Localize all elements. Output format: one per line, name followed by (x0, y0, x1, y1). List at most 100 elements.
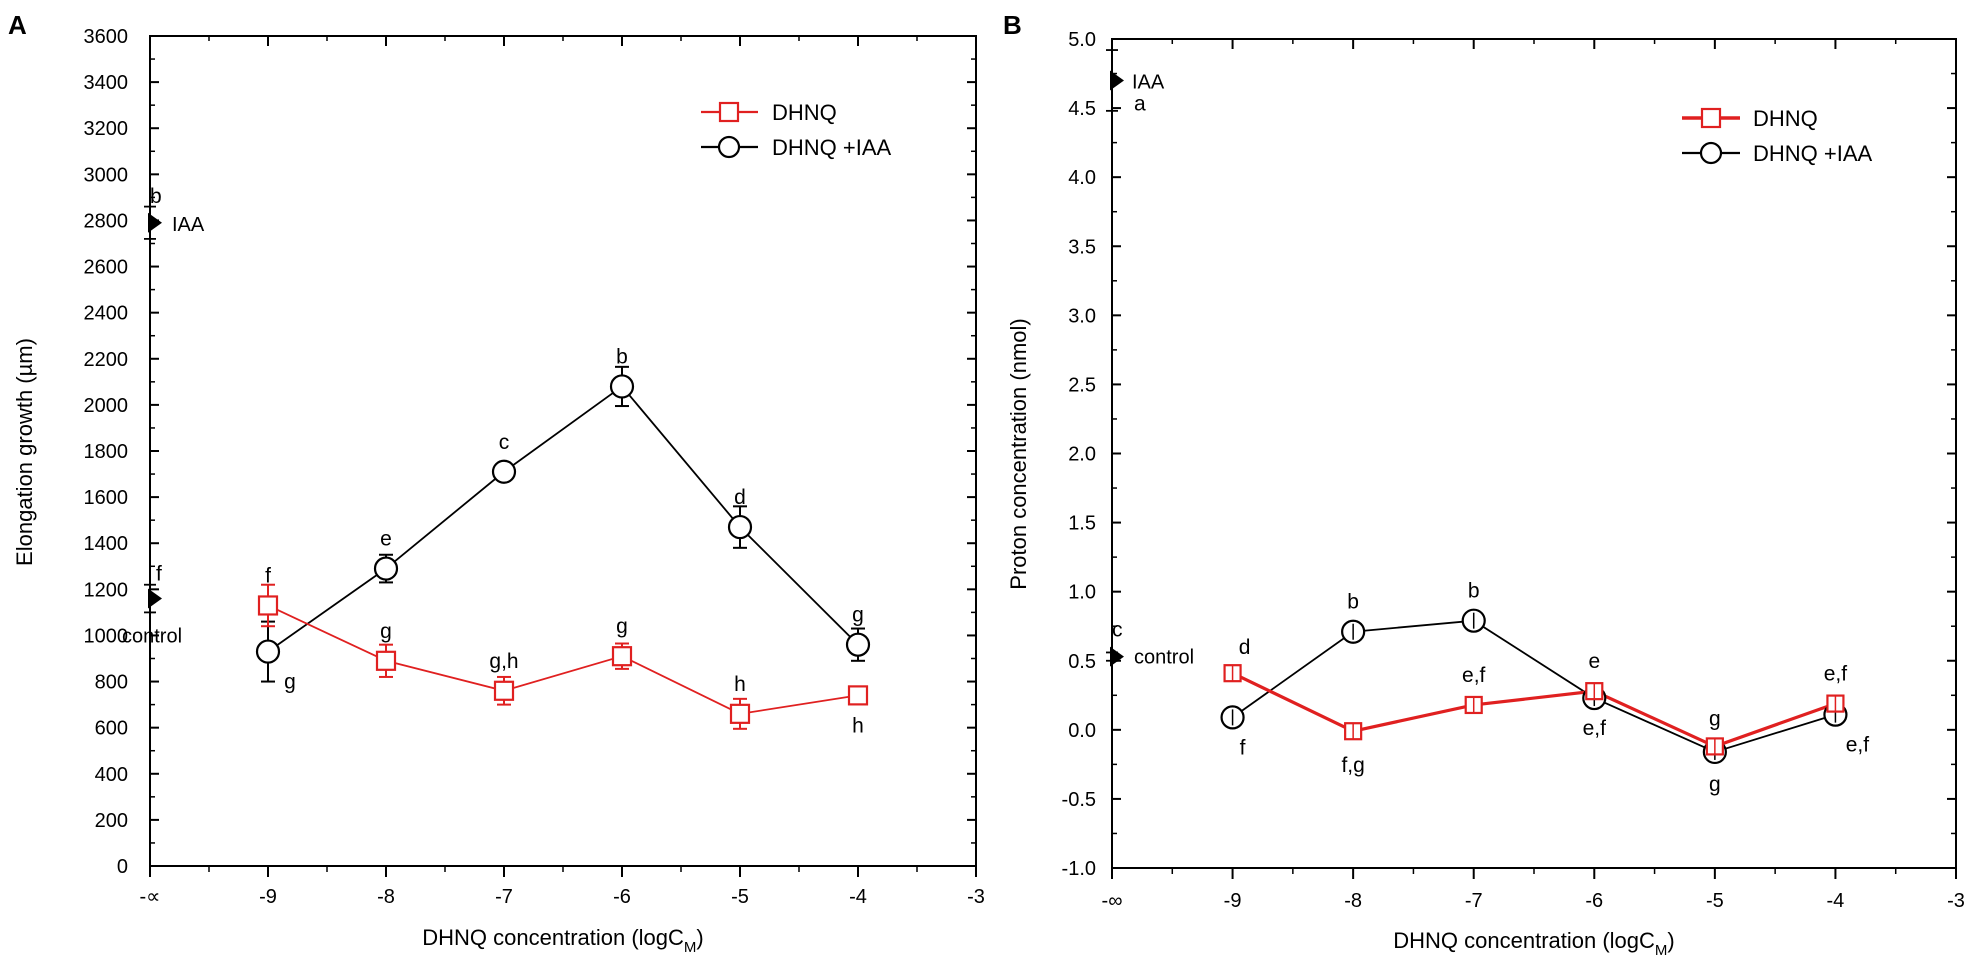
x-tick-label: -9 (1224, 890, 1242, 912)
y-tick-label: 2000 (84, 395, 129, 417)
y-tick-label: 1600 (84, 487, 129, 509)
y-tick-label: 1800 (84, 441, 129, 463)
panel-a-legend: DHNQ DHNQ +IAA (701, 100, 892, 160)
panel-b-letter: B (1003, 10, 1022, 40)
reference-marker-iaa (148, 212, 162, 233)
panel-a-y-axis: 0 200 400 600 800 1000 1200 1400 1600 1800 2000 220… (84, 26, 976, 878)
data-point-square (847, 685, 869, 706)
significance-label: d (1239, 636, 1251, 659)
panel-b: B -1.0 -0.5 0.0 0.5 1.0 1.5 2.0 2.5 3.0 3.5 4.0 4.5… (1003, 10, 1965, 959)
data-point-square (375, 650, 397, 671)
x-tick-label: -8 (377, 886, 395, 908)
panel-b-x-axis: -∞ -9 -8 -7 -6 -5 -4 -3 (1102, 39, 1965, 912)
significance-label: e (1588, 650, 1600, 673)
panel-a-x-axis: -∝ -9 -8 -7 -6 -5 -4 -3 (140, 36, 985, 908)
panel-b-legend: DHNQ DHNQ +IAA (1682, 106, 1873, 166)
reference-letter: b (150, 185, 162, 208)
y-tick-label: 3400 (84, 72, 129, 94)
data-point-circle (373, 556, 399, 581)
significance-label: g,h (489, 650, 518, 673)
y-tick-label: 1200 (84, 579, 129, 601)
panel-a-series: g e c b d g f g g,h g h h (255, 345, 871, 737)
x-tick-label: -6 (613, 886, 631, 908)
reference-letter: a (1134, 92, 1146, 115)
y-tick-label: 2200 (84, 349, 129, 371)
x-tick-label: -∞ (1102, 890, 1123, 912)
reference-marker-control (1110, 646, 1124, 667)
significance-label: b (616, 345, 628, 368)
significance-label: g (284, 671, 296, 694)
x-tick-label: -5 (731, 886, 749, 908)
data-point-circle (727, 514, 753, 540)
panel-a-y-axis-title: Elongation growth (µm) (12, 338, 37, 566)
significance-label: g (380, 620, 392, 643)
x-tick-label: -5 (1706, 890, 1724, 912)
legend-dhnq-iaa-label: DHNQ +IAA (772, 135, 892, 160)
series-line-dhnq (267, 604, 859, 715)
series-line-dhnq (1231, 671, 1836, 749)
legend-dhnq-iaa-label: DHNQ +IAA (1753, 141, 1873, 166)
significance-label: b (1468, 580, 1480, 603)
data-point-square (611, 646, 633, 667)
x-tick-label: -6 (1585, 890, 1603, 912)
significance-label: f (265, 564, 271, 587)
reference-label-control: control (1134, 647, 1194, 669)
data-point-square (493, 680, 515, 701)
x-tick-label: -3 (967, 886, 985, 908)
reference-marker-control (148, 588, 162, 609)
y-tick-label: 1.5 (1068, 513, 1096, 535)
data-point-circle (845, 632, 871, 657)
significance-label: g (616, 615, 628, 638)
significance-label: g (1709, 707, 1721, 730)
y-tick-label: 4.5 (1068, 98, 1096, 120)
data-point-square (729, 703, 751, 724)
x-tick-label: -4 (849, 886, 867, 908)
legend-dhnq-iaa-marker (1699, 141, 1723, 165)
series-line-dhnq-iaa (267, 385, 859, 653)
y-tick-label: 3600 (84, 26, 129, 48)
y-tick-label: 3000 (84, 164, 129, 186)
panel-b-x-axis-title: DHNQ concentration (logCM) (1393, 928, 1675, 959)
significance-label: h (734, 673, 746, 696)
x-tick-label: -9 (259, 886, 277, 908)
y-tick-label: 2.5 (1068, 374, 1096, 396)
y-tick-label: 1000 (84, 625, 129, 647)
significance-label: f,g (1341, 754, 1364, 777)
significance-label: e (380, 528, 392, 551)
x-tick-label: -8 (1344, 890, 1362, 912)
y-tick-label: 1400 (84, 533, 129, 555)
y-tick-label: 2400 (84, 303, 129, 325)
legend-dhnq-label: DHNQ (772, 100, 837, 125)
reference-label-control: control (122, 626, 182, 648)
y-tick-label: 2600 (84, 257, 129, 279)
significance-label: h (852, 714, 864, 737)
series-line-dhnq-iaa (1232, 619, 1836, 753)
reference-letter: c (1112, 619, 1123, 642)
y-tick-label: 600 (95, 718, 128, 740)
significance-label: g (1709, 773, 1721, 796)
significance-label: g (852, 604, 864, 627)
y-tick-label: 5.0 (1068, 29, 1096, 51)
significance-label: e,f (1846, 734, 1870, 757)
y-tick-label: 0.0 (1068, 720, 1096, 742)
y-tick-label: 4.0 (1068, 167, 1096, 189)
panel-a-reference-markers: IAA b control f (122, 185, 205, 648)
legend-dhnq-iaa-marker (717, 135, 741, 159)
x-tick-label: -4 (1827, 890, 1845, 912)
x-tick-label: -7 (1465, 890, 1483, 912)
data-point-square (257, 595, 279, 616)
panel-b-y-axis: -1.0 -0.5 0.0 0.5 1.0 1.5 2.0 2.5 3.0 3.5 4.0 4.5 5.… (1062, 29, 1956, 880)
y-tick-label: 0.5 (1068, 651, 1096, 673)
data-point-circle (491, 459, 517, 484)
y-tick-label: 3.0 (1068, 305, 1096, 327)
reference-label-iaa: IAA (172, 214, 205, 236)
y-tick-label: -1.0 (1062, 858, 1096, 880)
y-tick-label: -0.5 (1062, 789, 1096, 811)
y-tick-label: 3.5 (1068, 236, 1096, 258)
significance-label: f (1240, 736, 1246, 759)
reference-marker-iaa (1110, 70, 1124, 91)
panel-a-letter: A (8, 10, 27, 40)
y-tick-label: 2.0 (1068, 444, 1096, 466)
y-tick-label: 3200 (84, 118, 129, 140)
